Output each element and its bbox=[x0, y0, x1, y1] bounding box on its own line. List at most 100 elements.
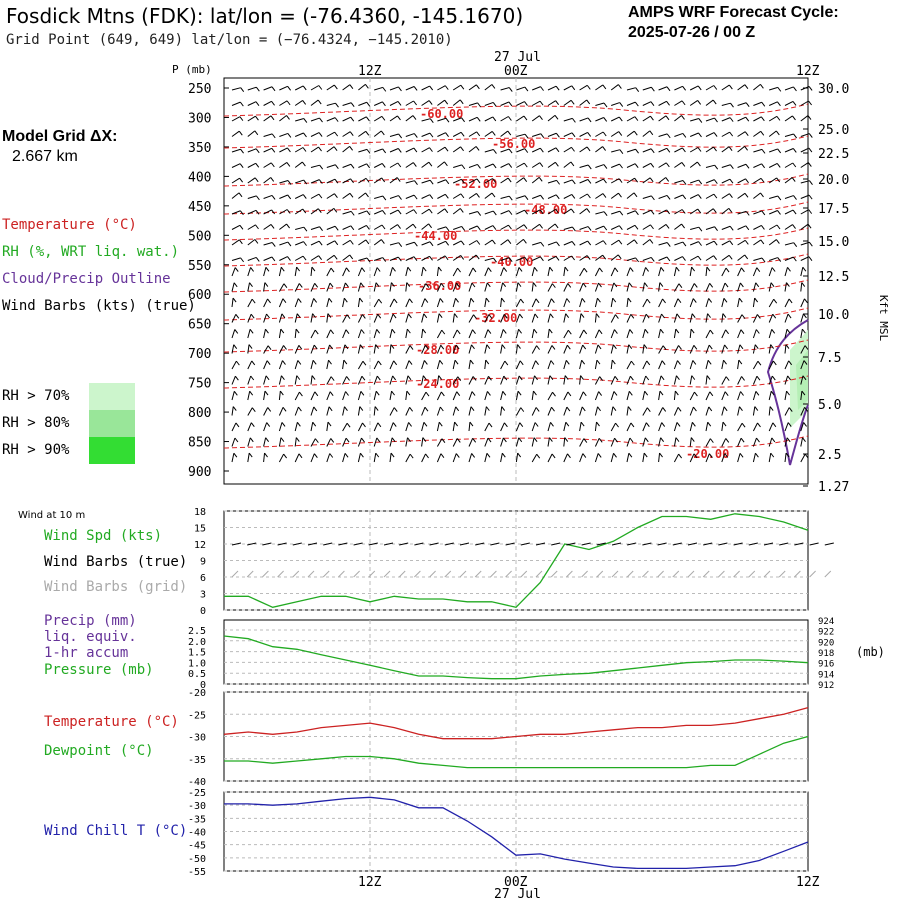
wind-barb bbox=[515, 267, 520, 277]
wind-barb bbox=[342, 329, 347, 339]
wind-barb-flag bbox=[643, 452, 648, 458]
wind-barb bbox=[263, 162, 272, 168]
wind-barb bbox=[547, 147, 557, 153]
wind-barb-flag bbox=[809, 180, 813, 185]
wind-barb-flag bbox=[602, 193, 607, 198]
wind-barb-flag bbox=[540, 256, 544, 262]
wind-barb bbox=[547, 360, 552, 370]
wind-barb bbox=[231, 329, 236, 339]
wind-barb bbox=[405, 437, 409, 447]
wind-barb bbox=[468, 211, 478, 215]
wind-barb bbox=[705, 438, 711, 447]
temperature-contour-label: -48.00 bbox=[524, 203, 567, 217]
wind-barb-flag bbox=[723, 359, 727, 365]
wind-barb-flag bbox=[728, 208, 733, 213]
wind-barb-flag bbox=[533, 437, 538, 442]
wind-barb bbox=[500, 224, 509, 230]
wind-barb bbox=[326, 422, 329, 432]
wind-barb-flag bbox=[334, 164, 339, 170]
wind-barb bbox=[436, 391, 442, 401]
wind-barb-flag bbox=[392, 422, 397, 427]
wind-barb-flag bbox=[266, 313, 270, 319]
wind-barb-flag bbox=[343, 359, 348, 365]
wind-barb-flag bbox=[485, 297, 490, 303]
wind-barb bbox=[294, 283, 300, 292]
wind-barb bbox=[342, 422, 348, 432]
wind-barb bbox=[673, 422, 678, 432]
wind-barb bbox=[610, 391, 615, 401]
wind-barb-flag bbox=[346, 267, 350, 273]
panel-tick-label: -20 bbox=[188, 688, 206, 699]
wind-barb bbox=[405, 86, 415, 91]
wind-barb-flag bbox=[723, 406, 728, 412]
wind-barb bbox=[500, 329, 504, 339]
wind-barb bbox=[484, 257, 494, 261]
wind-barb bbox=[721, 438, 727, 447]
wind-barb-flag bbox=[314, 282, 319, 288]
wind-barb-flag bbox=[678, 345, 682, 350]
wind-barb-flag bbox=[493, 257, 497, 263]
wind-barb bbox=[800, 223, 809, 230]
wind-barb-flag bbox=[444, 255, 449, 261]
wind-barb-flag bbox=[391, 282, 395, 287]
wind-barb-flag bbox=[522, 239, 527, 244]
wind-barb-flag bbox=[444, 99, 449, 105]
wind-barb-flag bbox=[266, 360, 271, 366]
wind-barb bbox=[673, 453, 680, 463]
wind-barb-flag bbox=[587, 240, 592, 246]
wind-barb bbox=[547, 100, 556, 106]
wind-barb bbox=[500, 101, 510, 106]
wind-barb-flag bbox=[366, 225, 370, 230]
wind-barb bbox=[374, 257, 383, 261]
wind-barb bbox=[389, 224, 398, 230]
surface-wind-barb bbox=[763, 542, 774, 546]
wind-barb bbox=[547, 298, 552, 308]
wind-barb-flag bbox=[488, 422, 493, 428]
wind-barb bbox=[310, 344, 315, 354]
surface-grid-barb bbox=[611, 570, 619, 578]
wind-barb-flag bbox=[312, 313, 316, 318]
wind-barb bbox=[800, 329, 803, 339]
wind-barb bbox=[484, 131, 493, 137]
wind-barb bbox=[358, 239, 367, 246]
wind-barb bbox=[579, 267, 585, 277]
wind-barb bbox=[658, 407, 664, 416]
wind-barb bbox=[500, 87, 510, 91]
wind-barb bbox=[373, 224, 383, 230]
wind-barb-flag bbox=[728, 146, 733, 152]
wind-barb-flag bbox=[503, 267, 508, 272]
wind-barb bbox=[800, 86, 810, 91]
wind-barb-flag bbox=[486, 344, 491, 350]
wind-barb bbox=[405, 162, 414, 168]
wind-barb bbox=[452, 255, 461, 261]
wind-barb bbox=[610, 178, 620, 184]
wind-barb-flag bbox=[361, 314, 366, 319]
wind-barb bbox=[374, 195, 383, 199]
wind-barb-flag bbox=[334, 117, 339, 122]
wind-barb bbox=[689, 422, 693, 432]
precip-tick-label: 0 bbox=[200, 680, 206, 691]
wind-barb bbox=[705, 422, 709, 432]
wind-barb bbox=[484, 178, 493, 184]
wind-barb-flag bbox=[350, 102, 355, 108]
wind-barb bbox=[721, 178, 731, 184]
wind-barb bbox=[579, 406, 583, 416]
wind-barb-flag bbox=[760, 131, 765, 136]
wind-barb-flag bbox=[377, 313, 382, 319]
wind-barb bbox=[342, 314, 348, 323]
wind-barb-flag bbox=[698, 226, 703, 232]
wind-barb-flag bbox=[619, 210, 624, 216]
wind-barb-flag bbox=[318, 193, 323, 199]
wind-barb bbox=[484, 437, 489, 447]
surface-wind-barb bbox=[414, 542, 424, 546]
rh-legend-80-label: RH > 80% bbox=[2, 415, 70, 431]
wind-barb-flag bbox=[554, 115, 559, 120]
wind-barb-flag bbox=[296, 266, 301, 272]
wind-barb bbox=[342, 178, 351, 184]
height-tick-label: 17.5 bbox=[818, 202, 849, 217]
wind-barb bbox=[484, 453, 488, 463]
wind-barb-flag bbox=[660, 437, 665, 443]
wind-barb bbox=[532, 86, 541, 91]
precip-tick-label: 2.0 bbox=[188, 637, 206, 648]
wind-barb-flag bbox=[712, 208, 717, 214]
